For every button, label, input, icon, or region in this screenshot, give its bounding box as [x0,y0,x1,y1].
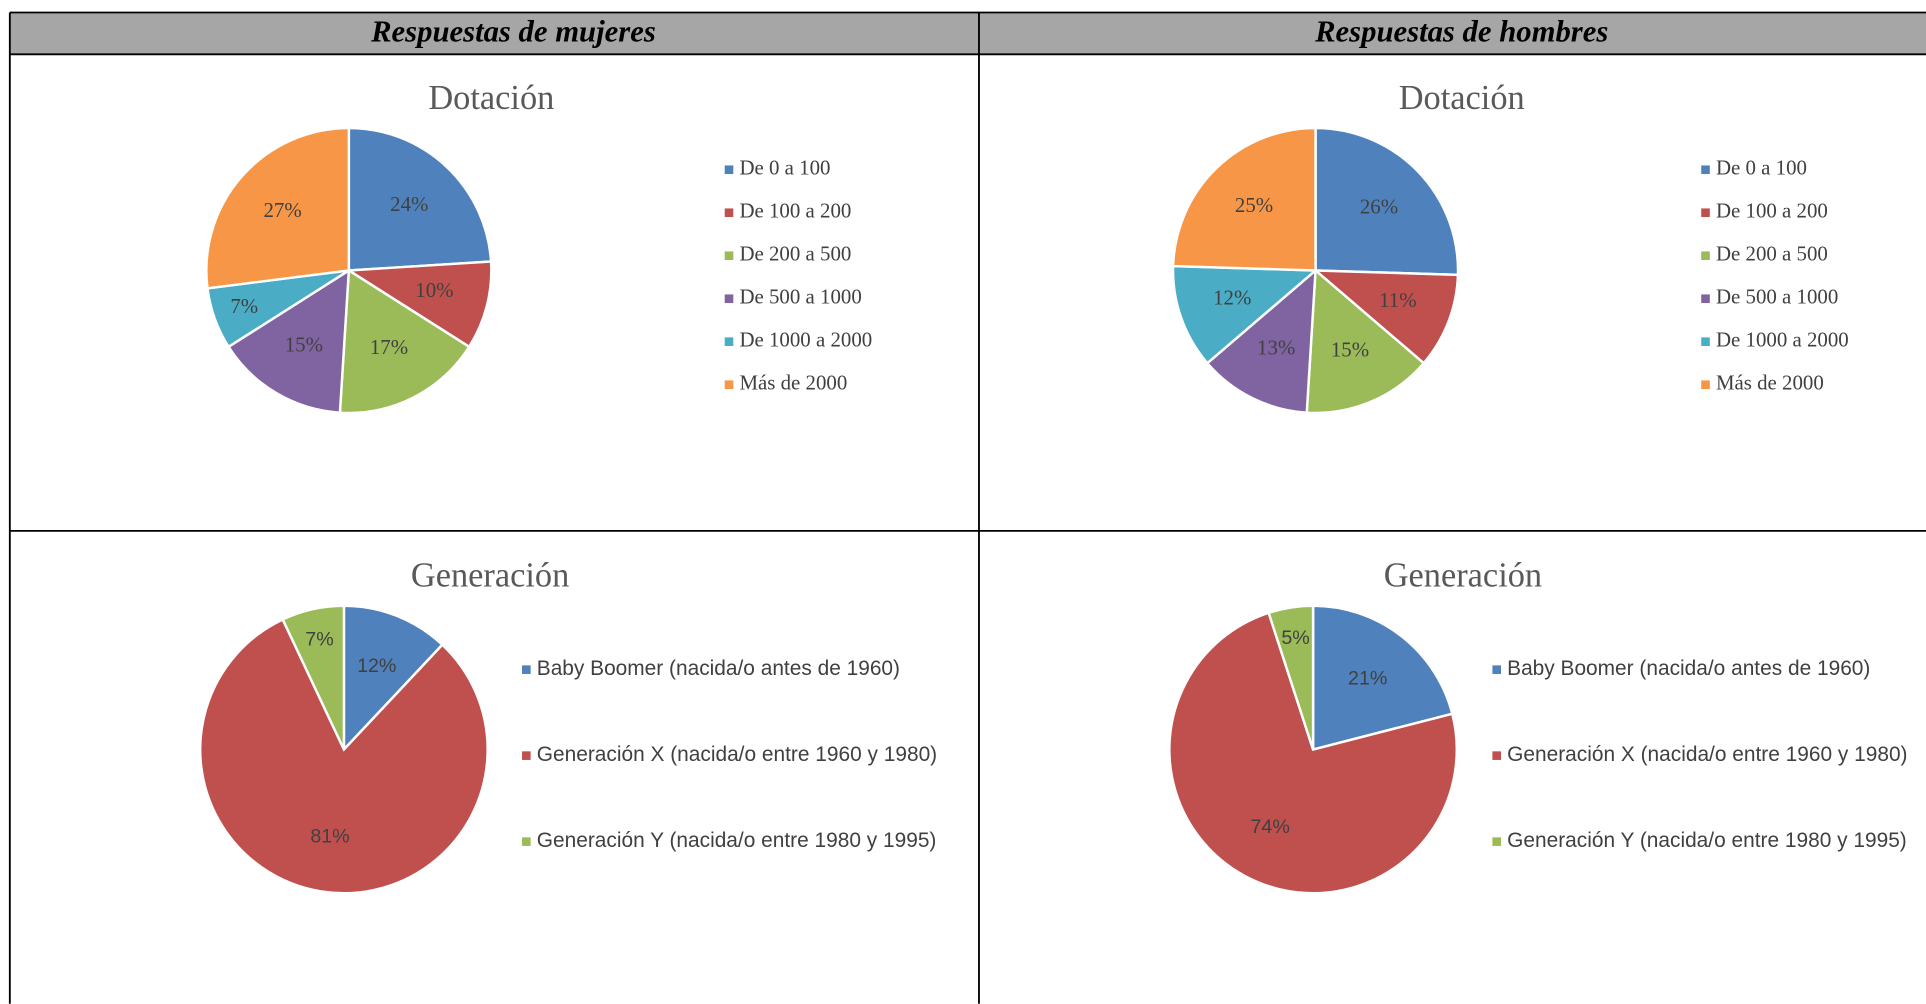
data-label: 10% [415,278,453,302]
legend-swatch [724,251,734,261]
legend-label: De 100 a 200 [1716,199,1828,223]
legend-label: De 500 a 1000 [1716,285,1838,309]
legend-label: De 200 a 500 [739,242,851,266]
pie-slice [1312,269,1460,365]
legend-label: Más de 2000 [1716,370,1824,394]
chart-title: Dotación [1399,79,1525,117]
legend-swatch [1701,337,1710,347]
chart-title: Generación [1384,557,1542,595]
legend-label: De 0 a 100 [739,156,830,180]
legend-label: De 200 a 500 [1716,242,1828,266]
data-label: 5% [1281,627,1309,649]
legend-label: Generación Y (nacida/o entre 1980 y 1995… [1507,829,1907,852]
legend-swatch [1492,837,1502,846]
legend-swatch [724,208,734,218]
pie-slice [1305,267,1426,415]
pie-slice [344,260,493,349]
data-label: 11% [1379,288,1416,312]
data-label: 15% [285,332,323,356]
data-label: 7% [230,294,258,318]
data-label: 27% [263,198,301,222]
legend-swatch [724,337,734,347]
header-row [9,12,1926,55]
pie-slice [342,604,445,753]
legend-swatch [1701,251,1710,261]
legend-label: Baby Boomer (nacida/o antes de 1960) [537,657,900,680]
legend-label: De 100 a 200 [739,199,851,223]
pie-slice [281,604,346,751]
pie-slice [347,126,493,272]
data-label: 81% [310,826,349,848]
chart-title: Dotación [428,79,554,117]
legend-label: Más de 2000 [739,370,847,394]
pie-slice [199,617,489,895]
legend-swatch [1701,294,1710,304]
data-label: 26% [1360,195,1398,219]
legend-swatch [522,751,531,760]
data-label: 17% [370,335,408,359]
chart-title: Generación [411,557,569,595]
data-label: 15% [1331,338,1369,362]
data-label: 24% [390,192,428,216]
legend-label: Generación X (nacida/o entre 1960 y 1980… [537,743,937,766]
legend-swatch [724,294,734,304]
pie-slice [226,268,351,414]
legend-label: Baby Boomer (nacida/o antes de 1960) [1507,657,1870,680]
pie-slice [1171,126,1317,272]
legend-swatch [522,837,531,846]
data-label: 74% [1250,816,1289,838]
legend-swatch [1701,380,1710,389]
pie-slice [338,268,471,415]
legend-swatch [1701,165,1710,175]
legend-label: De 500 a 1000 [739,285,861,309]
legend-swatch [724,165,734,175]
legend-label: Generación Y (nacida/o entre 1980 y 1995… [537,829,937,852]
pie-slice [1168,611,1458,895]
header: Respuestas de mujeres [370,15,656,49]
legend-label: Generación X (nacida/o entre 1960 y 1980… [1507,743,1907,766]
data-label: 12% [1213,286,1251,310]
legend-swatch [724,380,734,389]
pie-slice [1171,264,1319,365]
pie-slice [205,126,351,290]
legend-swatch [1492,751,1502,760]
pie-slice [1311,604,1454,752]
data-label: 13% [1257,335,1295,359]
legend-swatch [1492,665,1502,674]
pie-slice [1205,267,1317,414]
legend-swatch [1701,208,1710,218]
data-label: 25% [1235,193,1273,217]
legend-label: De 1000 a 2000 [739,328,872,352]
pie-slice [1314,126,1460,277]
data-label: 21% [1348,667,1387,689]
header: Respuestas de hombres [1314,15,1608,49]
legend-swatch [522,665,531,674]
legend-label: De 0 a 100 [1716,156,1807,180]
data-label: 12% [357,655,396,677]
pie-slice [1267,604,1315,750]
legend-label: De 1000 a 2000 [1716,328,1849,352]
data-label: 7% [305,628,333,650]
